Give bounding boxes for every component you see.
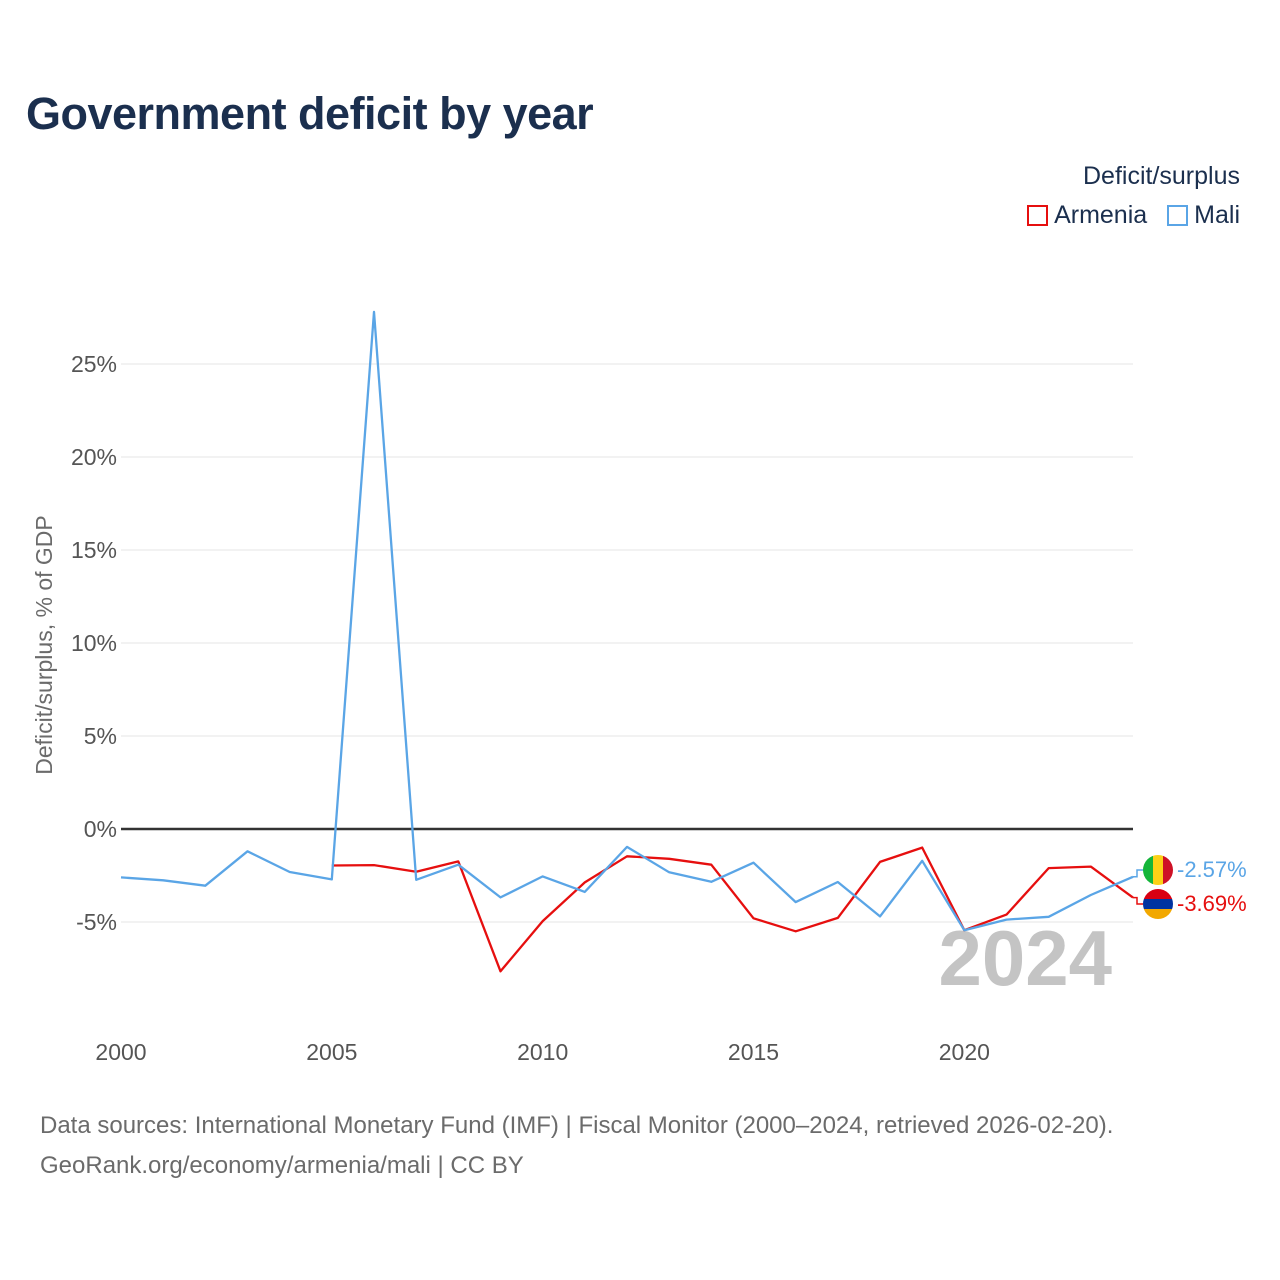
x-tick-label: 2005 [306,1039,357,1065]
y-tick-label: 25% [71,351,117,377]
y-tick-label: -5% [76,909,117,935]
legend: Deficit/surplus Armenia Mali [1027,162,1240,230]
x-tick-label: 2015 [728,1039,779,1065]
x-tick-label: 2000 [95,1039,146,1065]
y-tick-label: 0% [84,816,117,842]
y-tick-label: 5% [84,723,117,749]
legend-swatch-armenia [1027,205,1049,226]
series-line-mali[interactable] [120,310,1134,932]
y-tick-labels: -5% 0% 5% 10% 15% 20% 25% [71,351,117,935]
legend-title: Deficit/surplus [1083,162,1240,190]
legend-item-armenia[interactable]: Armenia [1027,201,1147,230]
line-chart: -5% 0% 5% 10% 15% 20% 25% 2000 2005 2010 2015 2020… [31,310,1247,1065]
y-tick-label: 10% [71,630,117,656]
x-tick-label: 2010 [517,1039,568,1065]
grid-lines [121,363,1133,923]
mali-end-label: -2.57% [1177,857,1247,882]
legend-item-mali[interactable]: Mali [1167,201,1240,230]
x-tick-labels: 2000 2005 2010 2015 2020 [95,1039,990,1065]
y-tick-label: 15% [71,537,117,563]
legend-label-mali: Mali [1194,201,1240,229]
armenia-flag-icon [1143,889,1173,919]
legend-label-armenia: Armenia [1054,201,1148,229]
source-line-2: GeoRank.org/economy/armenia/mali | CC BY [40,1152,524,1179]
year-watermark: 2024 [938,914,1112,1002]
source-line-1: Data sources: International Monetary Fun… [40,1112,1114,1139]
series-line-armenia[interactable] [331,846,1134,973]
series-lines [120,310,1143,973]
source-note: Data sources: International Monetary Fun… [40,1106,1113,1186]
chart-title: Government deficit by year [26,88,594,139]
armenia-end-label: -3.69% [1177,891,1247,916]
y-axis-label: Deficit/surplus, % of GDP [31,515,57,774]
x-tick-label: 2020 [939,1039,990,1065]
legend-swatch-mali [1167,205,1189,226]
armenia-end-connector [1133,896,1143,905]
mali-flag-icon [1143,855,1173,885]
mali-end-connector [1133,869,1143,878]
y-tick-label: 20% [71,444,117,470]
